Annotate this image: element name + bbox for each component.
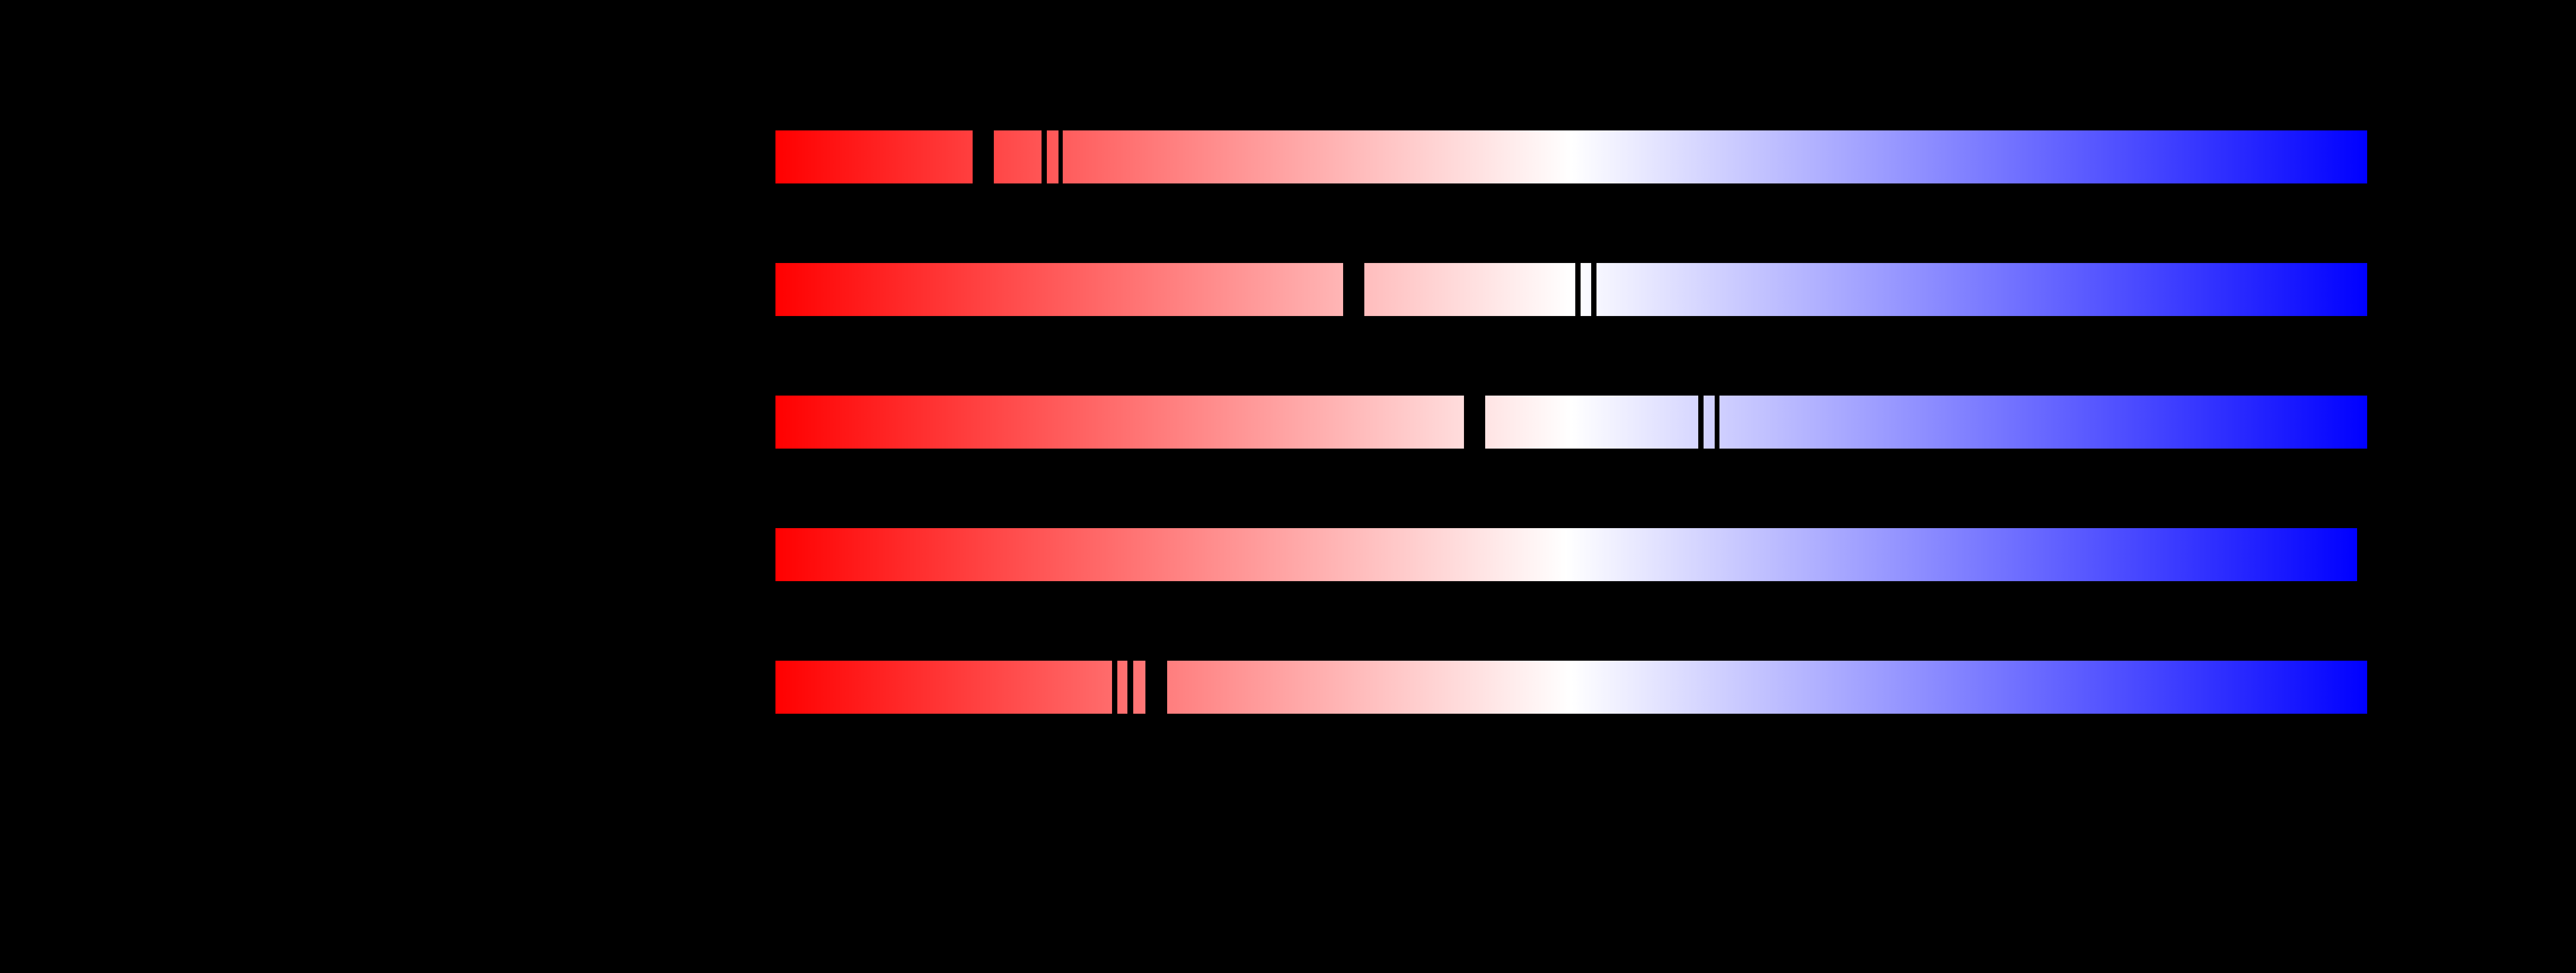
bar-break-mark — [1127, 660, 1133, 714]
bar-break-mark — [1464, 395, 1485, 449]
bar-break-mark — [1698, 395, 1704, 449]
gradient-bar-3 — [775, 395, 2367, 449]
bar-break-mark — [1575, 262, 1581, 317]
bar-break-mark — [973, 130, 994, 184]
gradient-bar-1 — [775, 130, 2367, 184]
bar-break-mark — [1112, 660, 1117, 714]
gradient-bar-4 — [775, 528, 2357, 581]
gradient-bar-2 — [775, 262, 2367, 317]
bar-break-mark — [1042, 130, 1047, 184]
bar-break-mark — [1058, 130, 1063, 184]
bar-break-mark — [1343, 262, 1364, 317]
gradient-bar-5 — [775, 660, 2367, 714]
bar-break-mark — [1715, 395, 1719, 449]
bar-break-mark — [1591, 262, 1596, 317]
bar-break-mark — [1145, 660, 1167, 714]
